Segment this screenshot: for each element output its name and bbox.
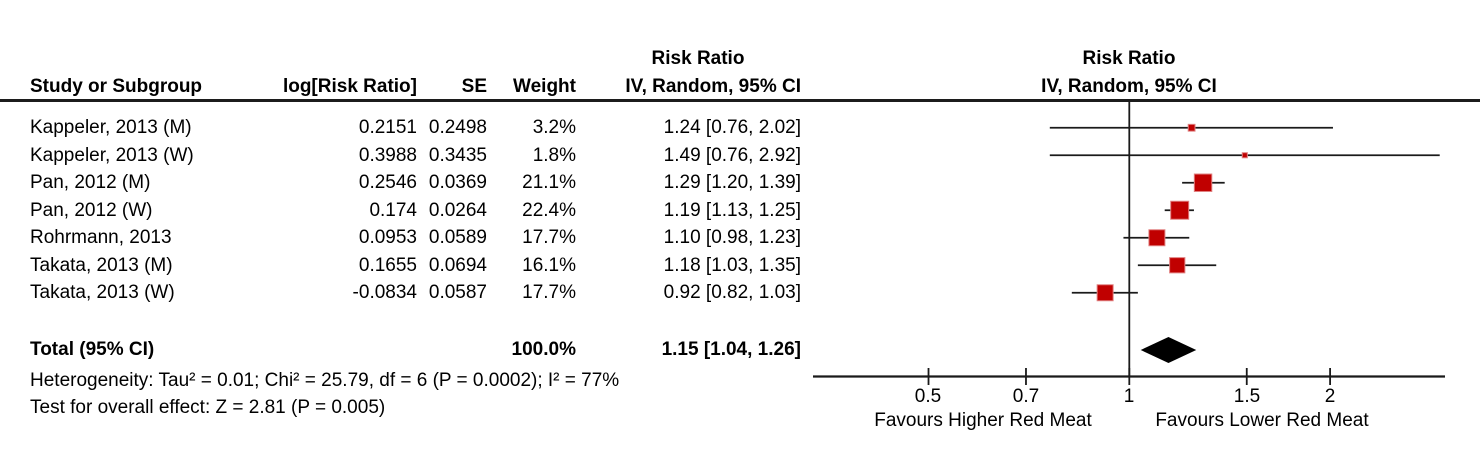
ci-text: 1.10 [0.98, 1.23] <box>663 227 801 248</box>
total-ci-text: 1.15 [1.04, 1.26] <box>661 339 801 360</box>
x-tick-label: 2 <box>1324 386 1336 407</box>
table-row: Rohrmann, 2013 0.0953 0.0589 17.7% 1.10 … <box>0 224 820 252</box>
study-name: Takata, 2013 (W) <box>30 282 175 303</box>
ci-text: 1.24 [0.76, 2.02] <box>663 117 801 138</box>
weight-value: 1.8% <box>532 144 576 166</box>
study-name: Pan, 2012 (W) <box>30 199 153 221</box>
left-effect-header: Risk Ratio <box>651 48 745 69</box>
log-risk-ratio: 0.174 <box>369 199 417 221</box>
total-label: Total (95% CI) <box>30 339 155 360</box>
log-risk-ratio: 0.0953 <box>358 227 417 248</box>
effect-marker <box>1187 123 1196 132</box>
se-value: 0.2498 <box>428 117 487 138</box>
study-name: Rohrmann, 2013 <box>30 227 172 248</box>
overall-effect-text: Test for overall effect: Z = 2.81 (P = 0… <box>30 397 386 418</box>
se-value: 0.0587 <box>428 282 487 303</box>
se-column-header: SE <box>461 76 487 97</box>
study-name: Pan, 2012 (M) <box>30 172 151 193</box>
heterogeneity-text: Heterogeneity: Tau² = 0.01; Chi² = 25.79… <box>30 370 620 391</box>
ci-text: 0.92 [0.82, 1.03] <box>663 282 801 303</box>
total-row: Total (95% CI) 100.0% 1.15 [1.04, 1.26] <box>0 336 820 364</box>
ci-text: 1.49 [0.76, 2.92] <box>663 144 801 166</box>
log-rr-column-header: log[Risk Ratio] <box>282 76 417 97</box>
weight-value: 3.2% <box>532 117 576 138</box>
ci-column-header: IV, Random, 95% CI <box>625 76 801 97</box>
effect-marker <box>1148 229 1166 247</box>
favours-right-label: Favours Lower Red Meat <box>1155 410 1369 431</box>
se-value: 0.0264 <box>428 199 487 221</box>
se-value: 0.3435 <box>428 144 487 166</box>
plot-effect-header: Risk Ratio <box>1082 48 1176 69</box>
ci-text: 1.29 [1.20, 1.39] <box>663 172 801 193</box>
favours-left-label: Favours Higher Red Meat <box>874 410 1092 431</box>
log-risk-ratio: 0.2546 <box>358 172 417 193</box>
ci-text: 1.18 [1.03, 1.35] <box>663 254 801 276</box>
x-tick-label: 0.5 <box>914 386 942 407</box>
study-name: Kappeler, 2013 (M) <box>30 117 192 138</box>
x-tick-label: 0.7 <box>1012 386 1040 407</box>
weight-value: 21.1% <box>522 172 576 193</box>
table-row: Kappeler, 2013 (W) 0.3988 0.3435 1.8% 1.… <box>0 142 820 170</box>
study-name: Takata, 2013 (M) <box>30 254 173 276</box>
table-row: Pan, 2012 (M) 0.2546 0.0369 21.1% 1.29 [… <box>0 169 820 197</box>
effect-marker <box>1241 152 1248 159</box>
table-row: Takata, 2013 (M) 0.1655 0.0694 16.1% 1.1… <box>0 252 820 280</box>
se-value: 0.0589 <box>428 227 487 248</box>
log-risk-ratio: 0.2151 <box>358 117 417 138</box>
effect-marker <box>1096 284 1114 302</box>
weight-value: 17.7% <box>522 282 576 303</box>
se-value: 0.0694 <box>428 254 487 276</box>
log-risk-ratio: -0.0834 <box>352 282 417 303</box>
log-risk-ratio: 0.1655 <box>358 254 417 276</box>
summary-diamond <box>1140 337 1197 363</box>
x-tick-label: 1.5 <box>1233 386 1261 407</box>
effect-marker <box>1193 173 1213 192</box>
study-column-header: Study or Subgroup <box>30 76 203 97</box>
table-row: Kappeler, 2013 (M) 0.2151 0.2498 3.2% 1.… <box>0 114 820 142</box>
effect-marker <box>1170 200 1190 220</box>
weight-value: 17.7% <box>522 227 576 248</box>
log-risk-ratio: 0.3988 <box>358 144 417 166</box>
table-row: Pan, 2012 (W) 0.174 0.0264 22.4% 1.19 [1… <box>0 197 820 225</box>
x-tick-label: 1 <box>1123 386 1135 407</box>
table-row: Takata, 2013 (W) -0.0834 0.0587 17.7% 0.… <box>0 279 820 307</box>
weight-value: 22.4% <box>522 199 576 221</box>
effect-marker <box>1169 257 1186 274</box>
total-weight: 100.0% <box>511 339 576 360</box>
weight-value: 16.1% <box>522 254 576 276</box>
se-value: 0.0369 <box>428 172 487 193</box>
weight-column-header: Weight <box>513 76 576 97</box>
study-name: Kappeler, 2013 (W) <box>30 144 194 166</box>
ci-text: 1.19 [1.13, 1.25] <box>663 199 801 221</box>
header-rule <box>0 99 1480 102</box>
plot-method-header: IV, Random, 95% CI <box>1041 76 1217 97</box>
